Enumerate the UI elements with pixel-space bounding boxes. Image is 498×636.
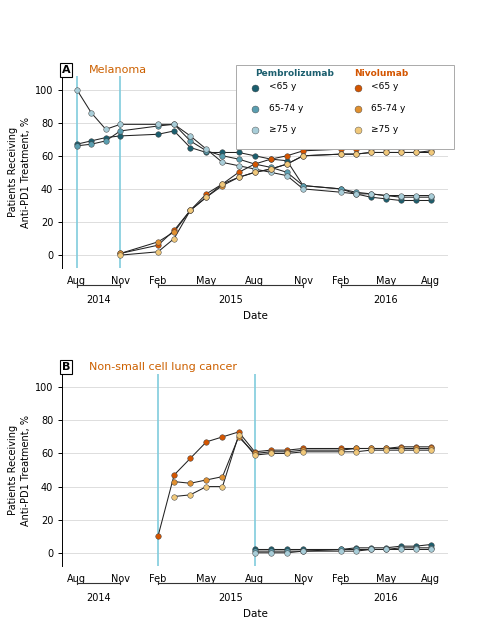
Text: 2015: 2015 [218, 295, 243, 305]
Text: ≥75 y: ≥75 y [269, 125, 296, 134]
Text: 2014: 2014 [86, 593, 111, 602]
FancyBboxPatch shape [236, 65, 454, 149]
Text: 2016: 2016 [374, 295, 398, 305]
Text: 65-74 y: 65-74 y [269, 104, 303, 113]
Text: 2016: 2016 [374, 593, 398, 602]
Text: 2015: 2015 [218, 593, 243, 602]
Text: 65-74 y: 65-74 y [371, 104, 405, 113]
Text: ≥75 y: ≥75 y [371, 125, 398, 134]
Y-axis label: Patients Receiving
Anti-PD1 Treatment, %: Patients Receiving Anti-PD1 Treatment, % [8, 415, 31, 525]
Text: Non-small cell lung cancer: Non-small cell lung cancer [89, 363, 237, 373]
X-axis label: Date: Date [243, 311, 267, 321]
Text: B: B [62, 363, 70, 373]
Text: <65 y: <65 y [269, 83, 296, 92]
Text: <65 y: <65 y [371, 83, 398, 92]
Text: A: A [62, 65, 70, 75]
Y-axis label: Patients Receiving
Anti-PD1 Treatment, %: Patients Receiving Anti-PD1 Treatment, % [8, 117, 31, 228]
Text: Melanoma: Melanoma [89, 65, 147, 75]
X-axis label: Date: Date [243, 609, 267, 619]
Text: Nivolumab: Nivolumab [354, 69, 408, 78]
Text: 2014: 2014 [86, 295, 111, 305]
Text: Pembrolizumab: Pembrolizumab [255, 69, 334, 78]
